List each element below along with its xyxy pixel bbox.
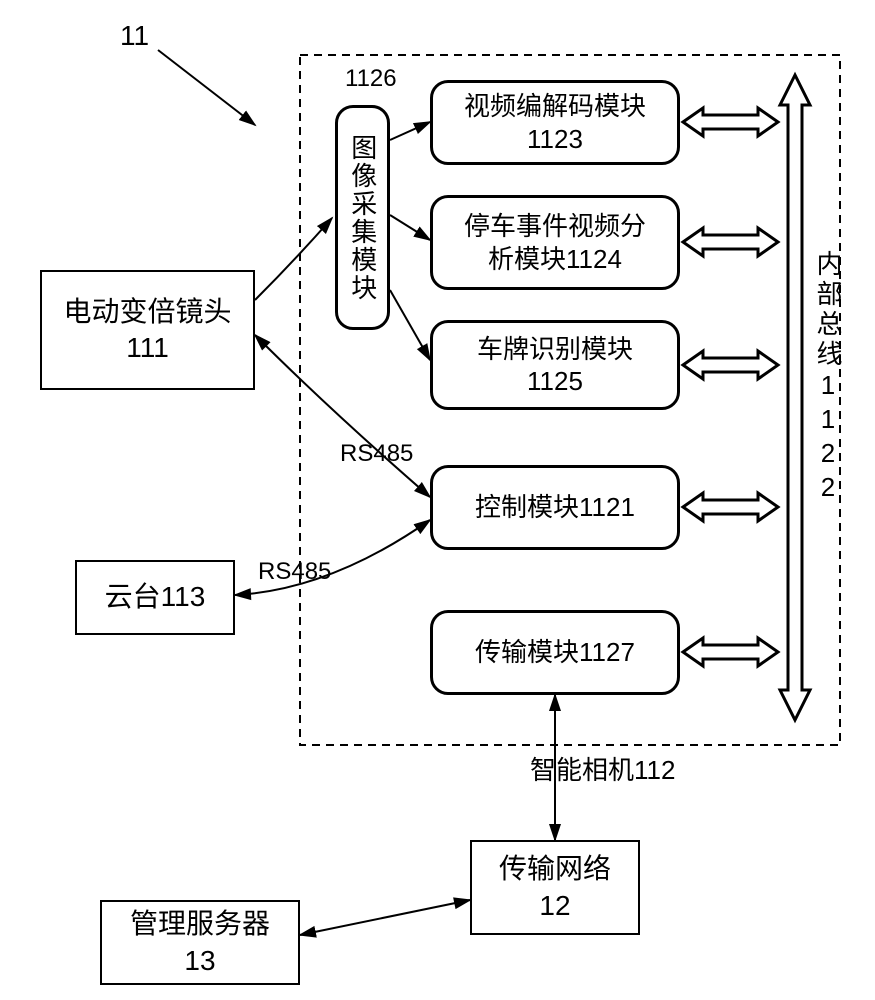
lens-line2: 111: [126, 330, 169, 366]
codec-line1: 视频编解码模块: [464, 90, 646, 123]
codec-line2: 1123: [527, 123, 583, 156]
lens-box: 电动变倍镜头 111: [40, 270, 255, 390]
control-module: 控制模块1121: [430, 465, 680, 550]
server-line1: 管理服务器: [130, 906, 270, 942]
server-line2: 13: [184, 943, 215, 979]
ptz-text: 云台113: [105, 579, 206, 615]
camera-label: 智能相机112: [530, 750, 675, 787]
rs485-label-a: RS485: [340, 440, 413, 468]
image-acq-module: 图像采集模块: [335, 105, 390, 330]
image-acq-label: 图像采集模块: [346, 134, 379, 302]
server-box: 管理服务器 13: [100, 900, 300, 985]
network-line1: 传输网络: [499, 851, 611, 887]
control-text: 控制模块1121: [475, 491, 635, 524]
transmission-module: 传输模块1127: [430, 610, 680, 695]
bus-label: 内部总线1122: [810, 250, 847, 506]
event-line2: 析模块1124: [488, 243, 622, 276]
ref-number-11: 11: [120, 20, 149, 52]
event-line1: 停车事件视频分: [464, 210, 646, 243]
codec-module: 视频编解码模块 1123: [430, 80, 680, 165]
trans-text: 传输模块1127: [475, 636, 635, 669]
event-module: 停车事件视频分 析模块1124: [430, 195, 680, 290]
ref-number-1126: 1126: [345, 65, 397, 93]
rs485-label-b: RS485: [258, 558, 331, 586]
network-box: 传输网络 12: [470, 840, 640, 935]
plate-line1: 车牌识别模块: [477, 333, 633, 366]
ptz-box: 云台113: [75, 560, 235, 635]
plate-line2: 1125: [527, 365, 583, 398]
lens-line1: 电动变倍镜头: [63, 294, 231, 330]
plate-module: 车牌识别模块 1125: [430, 320, 680, 410]
diagram-canvas: 11 电动变倍镜头 111 云台113 1126 图像采集模块 视频编解码模块 …: [0, 0, 875, 1000]
network-line2: 12: [539, 888, 570, 924]
